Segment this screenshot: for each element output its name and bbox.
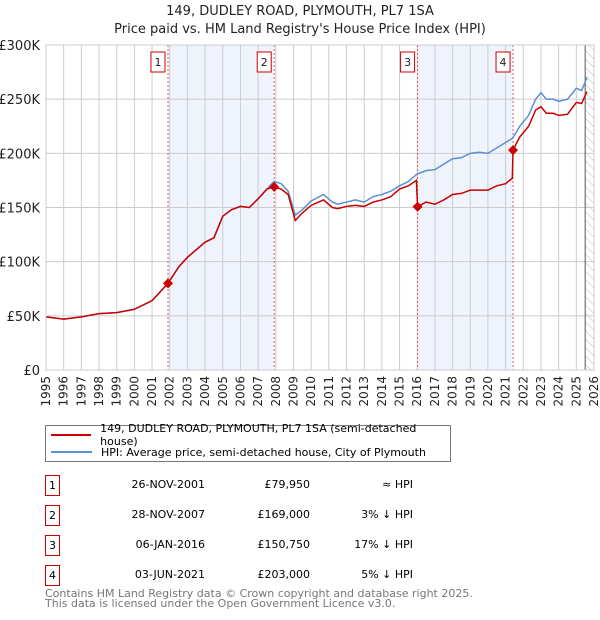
x-tick-label: 2001 bbox=[145, 376, 159, 407]
footer: Contains HM Land Registry data © Crown c… bbox=[45, 587, 473, 610]
x-tick-label: 2021 bbox=[499, 376, 513, 407]
legend-label-hpi: HPI: Average price, semi-detached house,… bbox=[101, 445, 426, 459]
x-tick-label: 2017 bbox=[428, 376, 442, 407]
x-tick-label: 2000 bbox=[127, 376, 141, 407]
x-tick-label: 2010 bbox=[304, 376, 318, 407]
x-tick-label: 2013 bbox=[357, 376, 371, 407]
sale-price: £150,750 bbox=[257, 538, 311, 551]
legend-label-property: 149, DUDLEY ROAD, PLYMOUTH, PL7 1SA (sem… bbox=[100, 422, 417, 448]
x-tick-label: 1999 bbox=[110, 376, 124, 407]
sale-date: 03-JUN-2021 bbox=[134, 568, 205, 581]
legend-item-hpi: HPI: Average price, semi-detached house,… bbox=[46, 444, 426, 460]
x-tick-label: 2007 bbox=[251, 376, 265, 407]
x-tick-label: 2011 bbox=[322, 376, 336, 407]
x-tick-label: 1996 bbox=[57, 376, 71, 407]
sale-number-badge: 2 bbox=[45, 505, 60, 526]
sale-point bbox=[508, 145, 519, 156]
price-chart: 1995 1996 1997 1998 1999 2000 2001 2002 2003 2004… bbox=[0, 39, 600, 407]
hpi-comparison: 5% ↓ HPI bbox=[361, 568, 413, 581]
x-tick-label: 2020 bbox=[481, 376, 495, 407]
y-tick-label: £200K bbox=[0, 147, 40, 162]
sale-row: 2 28-NOV-2007 £169,000 3% ↓ HPI bbox=[45, 505, 445, 527]
x-tick-label: 2005 bbox=[216, 376, 230, 407]
x-tick-label: 2026 bbox=[587, 376, 600, 407]
sale-date: 06-JAN-2016 bbox=[135, 538, 205, 551]
sale-number-badge: 3 bbox=[45, 535, 60, 556]
x-tick-label: 2003 bbox=[180, 376, 194, 407]
x-tick-label: 2012 bbox=[340, 376, 354, 407]
x-tick-label: 2025 bbox=[569, 376, 583, 407]
sale-marker-label: 4 bbox=[500, 56, 507, 69]
sale-row: 4 03-JUN-2021 £203,000 5% ↓ HPI bbox=[45, 565, 445, 587]
x-tick-label: 2002 bbox=[163, 376, 177, 407]
sale-row: 1 26-NOV-2001 £79,950 ≈ HPI bbox=[45, 475, 445, 497]
legend-item-property: 149, DUDLEY ROAD, PLYMOUTH, PL7 1SA (sem… bbox=[46, 422, 450, 448]
footer-line-1: Contains HM Land Registry data © Crown c… bbox=[45, 587, 473, 600]
sale-price: £169,000 bbox=[257, 508, 311, 521]
x-tick-label: 1997 bbox=[74, 376, 88, 407]
x-tick-label: 2006 bbox=[233, 376, 247, 407]
sale-marker-box bbox=[400, 51, 416, 73]
sale-point bbox=[269, 181, 280, 192]
sale-row: 3 06-JAN-2016 £150,750 17% ↓ HPI bbox=[45, 535, 445, 557]
sale-price: £79,950 bbox=[264, 478, 311, 491]
sale-marker-box bbox=[495, 51, 511, 73]
sale-price: £203,000 bbox=[257, 568, 311, 581]
y-tick-label: £300K bbox=[0, 39, 40, 54]
hpi-comparison: 17% ↓ HPI bbox=[354, 538, 413, 551]
x-tick-label: 2022 bbox=[516, 376, 530, 407]
y-tick-label: £250K bbox=[0, 93, 40, 108]
y-tick-label: £50K bbox=[7, 310, 41, 325]
plot-border bbox=[45, 44, 595, 371]
x-tick-label: 2019 bbox=[463, 376, 477, 407]
red-line-swatch bbox=[51, 434, 92, 436]
blue-line-swatch bbox=[51, 451, 92, 453]
y-tick-label: £0 bbox=[23, 364, 40, 379]
y-tick-label: £100K bbox=[0, 256, 40, 271]
sale-point bbox=[162, 278, 173, 289]
hpi-comparison: ≈ HPI bbox=[382, 478, 413, 491]
sale-marker-label: 3 bbox=[404, 56, 411, 69]
x-tick-label: 2009 bbox=[286, 376, 300, 407]
x-tick-label: 2016 bbox=[410, 376, 424, 407]
property-price-line bbox=[45, 91, 588, 320]
sale-date: 26-NOV-2001 bbox=[131, 478, 205, 491]
x-tick-label: 1998 bbox=[92, 376, 106, 407]
x-tick-label: 1995 bbox=[39, 376, 53, 407]
sale-date: 28-NOV-2007 bbox=[131, 508, 205, 521]
sale-marker-label: 2 bbox=[261, 56, 268, 69]
legend: 149, DUDLEY ROAD, PLYMOUTH, PL7 1SA (sem… bbox=[45, 422, 451, 462]
footer-line-2: This data is licensed under the Open Gov… bbox=[45, 597, 396, 610]
x-tick-label: 2014 bbox=[375, 376, 389, 407]
x-tick-label: 2008 bbox=[269, 376, 283, 407]
x-tick-label: 2015 bbox=[393, 376, 407, 407]
chart-title: 149, DUDLEY ROAD, PLYMOUTH, PL7 1SA bbox=[166, 4, 434, 19]
sale-marker-label: 1 bbox=[154, 56, 161, 69]
y-tick-label: £150K bbox=[0, 202, 40, 217]
x-tick-label: 2004 bbox=[198, 376, 212, 407]
sale-number-badge: 1 bbox=[45, 475, 60, 496]
sale-marker-box bbox=[150, 51, 166, 73]
x-tick-label: 2024 bbox=[552, 376, 566, 407]
hpi-comparison: 3% ↓ HPI bbox=[361, 508, 413, 521]
sale-number-badge: 4 bbox=[45, 565, 60, 586]
x-tick-label: 2018 bbox=[446, 376, 460, 407]
sale-point bbox=[412, 201, 423, 212]
sale-marker-box bbox=[256, 51, 272, 73]
x-tick-label: 2023 bbox=[534, 376, 548, 407]
chart-subtitle: Price paid vs. HM Land Registry's House … bbox=[114, 22, 486, 37]
